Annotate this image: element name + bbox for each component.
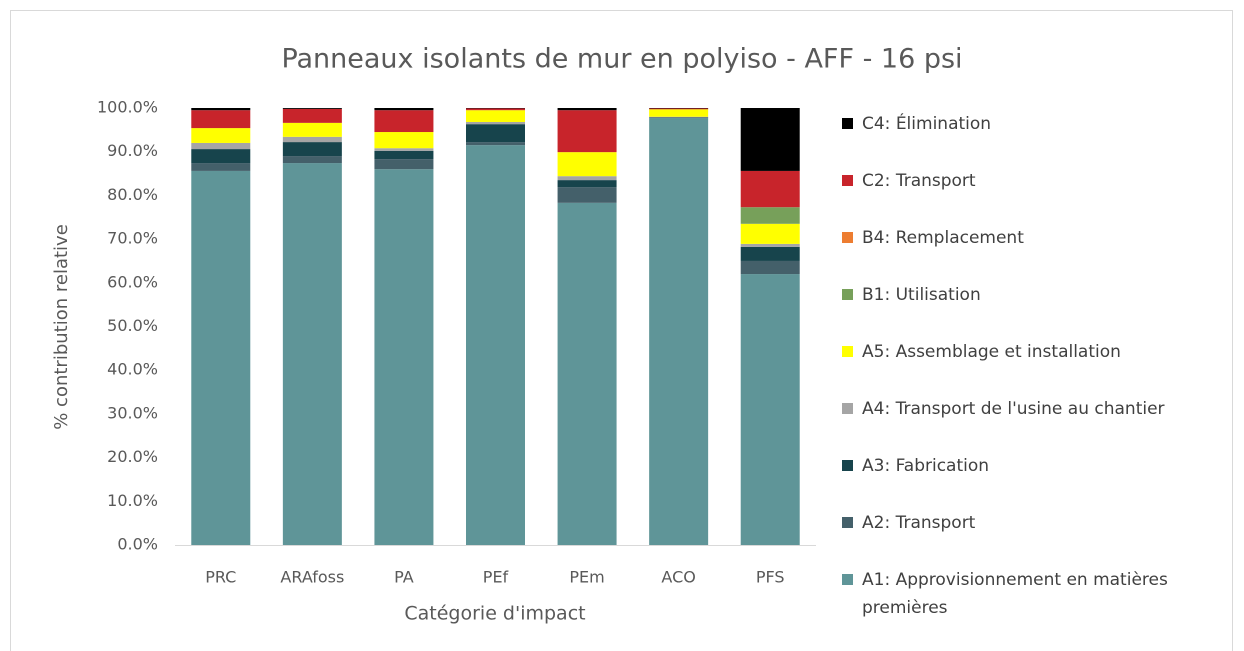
legend-swatch bbox=[842, 460, 853, 471]
bar-segment bbox=[282, 136, 342, 143]
bar-segment bbox=[740, 170, 800, 208]
bar-segment bbox=[374, 132, 434, 149]
legend-swatch bbox=[842, 574, 853, 585]
y-tick-label: 0.0% bbox=[117, 535, 158, 554]
bar-segment bbox=[374, 110, 434, 133]
bar-segment bbox=[557, 152, 617, 177]
legend-swatch bbox=[842, 175, 853, 186]
bar-segment bbox=[191, 128, 251, 143]
y-tick-label: 70.0% bbox=[107, 229, 158, 248]
y-tick-label: 50.0% bbox=[107, 316, 158, 335]
chart-title: Panneaux isolants de mur en polyiso - AF… bbox=[281, 44, 962, 75]
bar-segment bbox=[740, 246, 800, 261]
bar-segment bbox=[557, 108, 617, 111]
bar-segment bbox=[557, 187, 617, 203]
bar-segment bbox=[374, 108, 434, 111]
bar-segment bbox=[282, 156, 342, 164]
bar-segment bbox=[466, 142, 525, 146]
legend-item: C2: Transport bbox=[842, 167, 1222, 195]
x-tick-label: PEm bbox=[569, 568, 604, 587]
bar-segment bbox=[374, 159, 434, 170]
bar-segment bbox=[740, 108, 800, 171]
legend-label: A1: Approvisionnement en matières premiè… bbox=[862, 570, 1168, 618]
x-tick-label: PA bbox=[394, 568, 414, 587]
legend-item: A1: Approvisionnement en matières premiè… bbox=[842, 566, 1222, 622]
legend-item: A3: Fabrication bbox=[842, 452, 1222, 480]
bar-segment bbox=[740, 260, 800, 275]
bar-segment bbox=[282, 163, 342, 545]
bar-segment bbox=[649, 109, 709, 117]
legend-item: A5: Assemblage et installation bbox=[842, 338, 1222, 366]
bar-segment bbox=[740, 207, 800, 224]
x-axis-title: Catégorie d'impact bbox=[404, 603, 585, 625]
legend-item: B1: Utilisation bbox=[842, 281, 1222, 309]
legend-item: C4: Élimination bbox=[842, 110, 1222, 138]
legend-label: A2: Transport bbox=[862, 513, 976, 533]
legend-swatch bbox=[842, 517, 853, 528]
bar-segment bbox=[191, 108, 251, 111]
legend-swatch bbox=[842, 346, 853, 357]
bar-segment bbox=[374, 169, 434, 545]
x-tick-label: PFS bbox=[756, 568, 785, 587]
bar-segment bbox=[282, 108, 342, 109]
y-tick-label: 20.0% bbox=[107, 447, 158, 466]
bar-segment bbox=[466, 145, 525, 545]
bar-segment bbox=[466, 110, 525, 122]
bar-segment bbox=[649, 118, 709, 546]
bar-segment bbox=[191, 110, 251, 129]
legend-item: A2: Transport bbox=[842, 509, 1222, 537]
bar-segment bbox=[191, 149, 251, 164]
bar-segment bbox=[557, 202, 617, 546]
legend-item: B4: Remplacement bbox=[842, 224, 1222, 252]
bar-segment bbox=[557, 176, 617, 181]
bar-segment bbox=[740, 274, 800, 545]
y-tick-label: 10.0% bbox=[107, 491, 158, 510]
bar-segment bbox=[740, 243, 800, 247]
legend-swatch bbox=[842, 403, 853, 414]
y-tick-label: 60.0% bbox=[107, 272, 158, 291]
bar-segment bbox=[282, 142, 342, 157]
bar-segment bbox=[557, 110, 617, 153]
y-tick-label: 40.0% bbox=[107, 360, 158, 379]
legend-label: C2: Transport bbox=[862, 171, 976, 191]
legend-item: A4: Transport de l'usine au chantier bbox=[842, 395, 1222, 423]
bar-segment bbox=[282, 122, 342, 137]
legend-swatch bbox=[842, 289, 853, 300]
bar-segment bbox=[649, 108, 709, 110]
bar-segment bbox=[374, 150, 434, 160]
bar-segment bbox=[282, 108, 342, 123]
bar-segment bbox=[740, 223, 800, 244]
bar-segment bbox=[191, 163, 251, 171]
y-tick-label: 30.0% bbox=[107, 403, 158, 422]
bar-segment bbox=[557, 180, 617, 188]
bar-segment bbox=[191, 142, 251, 150]
bar-segment bbox=[466, 108, 525, 111]
y-axis-title: % contribution relative bbox=[51, 224, 72, 430]
y-tick-label: 100.0% bbox=[97, 98, 158, 117]
chart-border bbox=[10, 10, 1233, 651]
x-tick-label: PEf bbox=[483, 568, 509, 587]
bar-segment bbox=[191, 170, 251, 546]
y-tick-label: 80.0% bbox=[107, 185, 158, 204]
legend-swatch bbox=[842, 232, 853, 243]
bar-segment bbox=[466, 121, 525, 125]
legend-label: A5: Assemblage et installation bbox=[862, 342, 1121, 362]
legend-label: A4: Transport de l'usine au chantier bbox=[862, 399, 1165, 419]
legend-label: B4: Remplacement bbox=[862, 228, 1024, 248]
legend-swatch bbox=[842, 118, 853, 129]
x-tick-label: ACO bbox=[661, 568, 695, 587]
legend-label: B1: Utilisation bbox=[862, 285, 981, 305]
legend-label: A3: Fabrication bbox=[862, 456, 990, 476]
x-tick-label: ARAfoss bbox=[280, 568, 344, 587]
y-tick-label: 90.0% bbox=[107, 141, 158, 160]
legend-label: C4: Élimination bbox=[862, 114, 992, 134]
bar-segment bbox=[466, 124, 525, 143]
x-tick-label: PRC bbox=[205, 568, 236, 587]
bar-segment bbox=[374, 148, 434, 151]
